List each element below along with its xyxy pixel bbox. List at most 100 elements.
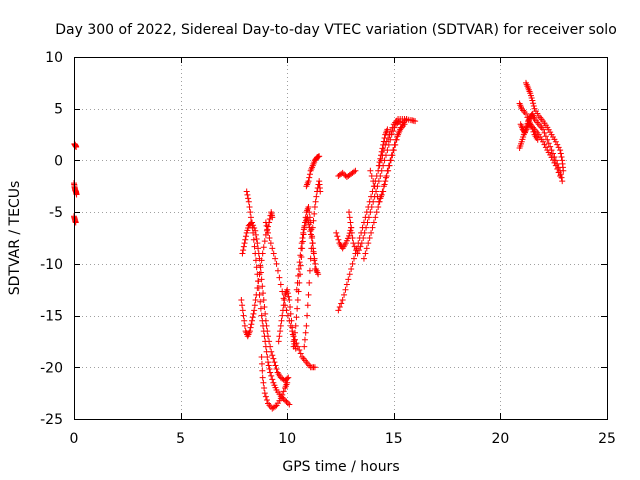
data-point (260, 379, 267, 386)
data-point (277, 322, 284, 329)
data-point (262, 343, 269, 350)
data-point (263, 397, 270, 404)
data-point (244, 191, 251, 198)
data-point (72, 219, 79, 226)
data-point (369, 224, 376, 231)
data-point (316, 153, 323, 160)
data-point (279, 312, 286, 319)
data-point (552, 138, 559, 145)
data-point (263, 348, 270, 355)
x-tick-label: 10 (278, 431, 296, 447)
data-point (252, 250, 259, 257)
series-early-2 (71, 180, 80, 198)
data-point (286, 297, 293, 304)
data-point (269, 376, 276, 383)
data-point (530, 100, 537, 107)
data-point (560, 167, 567, 174)
series-arc-t (522, 79, 567, 174)
data-point (254, 271, 261, 278)
data-point (242, 233, 249, 240)
data-point (529, 97, 536, 104)
data-point (391, 124, 398, 131)
data-point (250, 236, 257, 243)
data-point (380, 141, 387, 148)
data-point (269, 352, 276, 359)
data-point (379, 145, 386, 152)
y-tick-label: 0 (54, 153, 63, 169)
data-point (239, 250, 246, 257)
data-point (345, 276, 352, 283)
data-point (260, 244, 267, 251)
data-point (348, 229, 355, 236)
data-point (251, 302, 258, 309)
data-point (378, 148, 385, 155)
data-point (306, 267, 313, 274)
data-point (540, 126, 547, 133)
data-point (269, 245, 276, 252)
data-point (367, 209, 374, 216)
data-point (284, 286, 291, 293)
data-point (240, 312, 247, 319)
data-point (351, 255, 358, 262)
data-point (558, 174, 565, 181)
data-point (266, 366, 273, 373)
data-point (261, 390, 268, 397)
data-point (258, 360, 265, 367)
data-point (309, 224, 316, 231)
data-point (272, 255, 279, 262)
data-point (309, 240, 316, 247)
data-point (380, 138, 387, 145)
data-point (259, 317, 266, 324)
data-point (293, 314, 300, 321)
data-point (558, 153, 565, 160)
data-point (287, 303, 294, 310)
data-point (259, 250, 266, 257)
axis-ticks (74, 57, 608, 420)
data-point (542, 144, 549, 151)
data-points (71, 79, 567, 412)
data-point (375, 178, 382, 185)
data-point (377, 155, 384, 162)
data-point (384, 167, 391, 174)
series-arc-i (301, 178, 324, 350)
data-point (348, 266, 355, 273)
data-point (275, 338, 282, 345)
data-point (338, 300, 345, 307)
series-arc-h (293, 214, 322, 293)
data-point (294, 305, 301, 312)
data-point (271, 359, 278, 366)
data-point (528, 123, 535, 130)
data-point (240, 247, 247, 254)
series-arc-c (243, 188, 293, 408)
data-point (368, 203, 375, 210)
data-point (300, 226, 307, 233)
data-point (317, 188, 324, 195)
data-point (304, 302, 311, 309)
data-point (339, 169, 346, 176)
data-point (260, 322, 267, 329)
data-point (372, 214, 379, 221)
chart-title: Day 300 of 2022, Sidereal Day-to-day VTE… (55, 22, 617, 38)
data-point (370, 219, 377, 226)
data-point (257, 298, 264, 305)
data-point (555, 144, 562, 151)
data-point (280, 302, 287, 309)
data-point (262, 310, 269, 317)
data-point (349, 235, 356, 241)
data-point (370, 178, 377, 185)
data-point (279, 307, 286, 314)
data-point (384, 147, 391, 154)
series-arc-a (239, 219, 292, 384)
y-tick-label: -5 (49, 205, 63, 221)
data-point (252, 257, 259, 264)
data-point (366, 235, 373, 241)
data-point (306, 174, 313, 181)
data-point (270, 250, 277, 257)
data-point (289, 324, 296, 331)
y-tick-label: -20 (40, 360, 63, 376)
data-point (370, 198, 377, 205)
data-point (262, 393, 269, 400)
data-point (547, 143, 554, 150)
data-point (239, 307, 246, 314)
series-early-1 (71, 140, 80, 150)
